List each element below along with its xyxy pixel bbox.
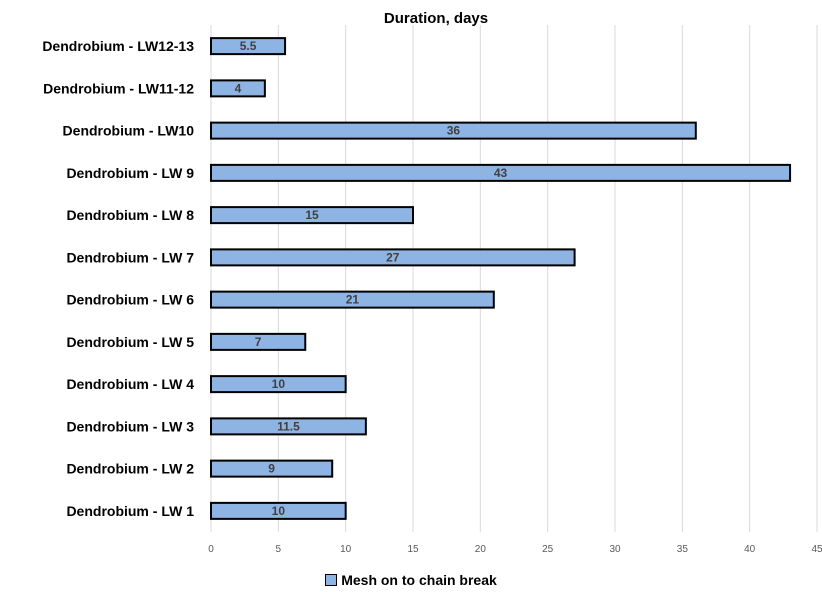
data-label: 10 [272, 377, 286, 391]
category-label: Dendrobium - LW 8 [66, 207, 194, 223]
data-label: 7 [255, 335, 262, 349]
data-label: 36 [447, 124, 461, 138]
bar [210, 79, 266, 98]
data-label: 11.5 [277, 419, 300, 433]
bar [210, 375, 347, 394]
data-label: 10 [272, 504, 286, 518]
legend: Mesh on to chain break [0, 572, 822, 588]
bars: 5.5 4 36 43 15 27 21 7 10 11.5 9 10 [210, 37, 792, 520]
category-label: Dendrobium - LW12-13 [42, 38, 194, 54]
x-tick-label: 30 [609, 544, 621, 555]
category-label: Dendrobium - LW 2 [66, 461, 194, 477]
x-tick-label: 5 [276, 544, 282, 555]
category-label: Dendrobium - LW11-12 [43, 80, 194, 96]
x-tick-label: 0 [208, 544, 214, 555]
category-label: Dendrobium - LW 4 [66, 376, 194, 392]
data-label: 4 [235, 81, 242, 95]
category-label: Dendrobium - LW 5 [66, 334, 194, 350]
category-label: Dendrobium - LW10 [63, 123, 195, 139]
x-tick-label: 20 [475, 544, 487, 555]
x-tick-label: 15 [407, 544, 419, 555]
gridlines [210, 25, 818, 532]
x-tick-label: 25 [542, 544, 554, 555]
data-label: 43 [494, 166, 508, 180]
x-tick-label: 45 [811, 544, 822, 555]
x-tick-labels: 0 5 10 15 20 25 30 35 40 45 [208, 544, 822, 555]
data-label: 5.5 [240, 39, 257, 53]
chart-title: Duration, days [384, 10, 488, 27]
category-label: Dendrobium - LW 3 [66, 418, 194, 434]
bar [210, 206, 414, 225]
bar [210, 501, 347, 520]
category-label: Dendrobium - LW 9 [66, 165, 194, 181]
bar [210, 332, 307, 351]
bar [210, 459, 334, 478]
x-tick-label: 10 [340, 544, 352, 555]
bar [210, 290, 495, 309]
x-tick-label: 35 [677, 544, 689, 555]
x-tick-label: 40 [744, 544, 756, 555]
category-label: Dendrobium - LW 7 [66, 249, 194, 265]
bar [210, 248, 576, 267]
bar [210, 163, 792, 182]
legend-label: Mesh on to chain break [341, 572, 497, 588]
category-labels: Dendrobium - LW12-13 Dendrobium - LW11-12… [42, 38, 194, 519]
data-label: 27 [386, 250, 400, 264]
legend-swatch [325, 574, 338, 586]
bar [210, 121, 697, 140]
bar [210, 37, 287, 56]
data-label: 9 [268, 462, 275, 476]
data-label: 15 [305, 208, 319, 222]
category-label: Dendrobium - LW 1 [66, 503, 194, 519]
bar [210, 417, 367, 436]
category-label: Dendrobium - LW 6 [66, 292, 194, 308]
data-label: 21 [346, 293, 360, 307]
